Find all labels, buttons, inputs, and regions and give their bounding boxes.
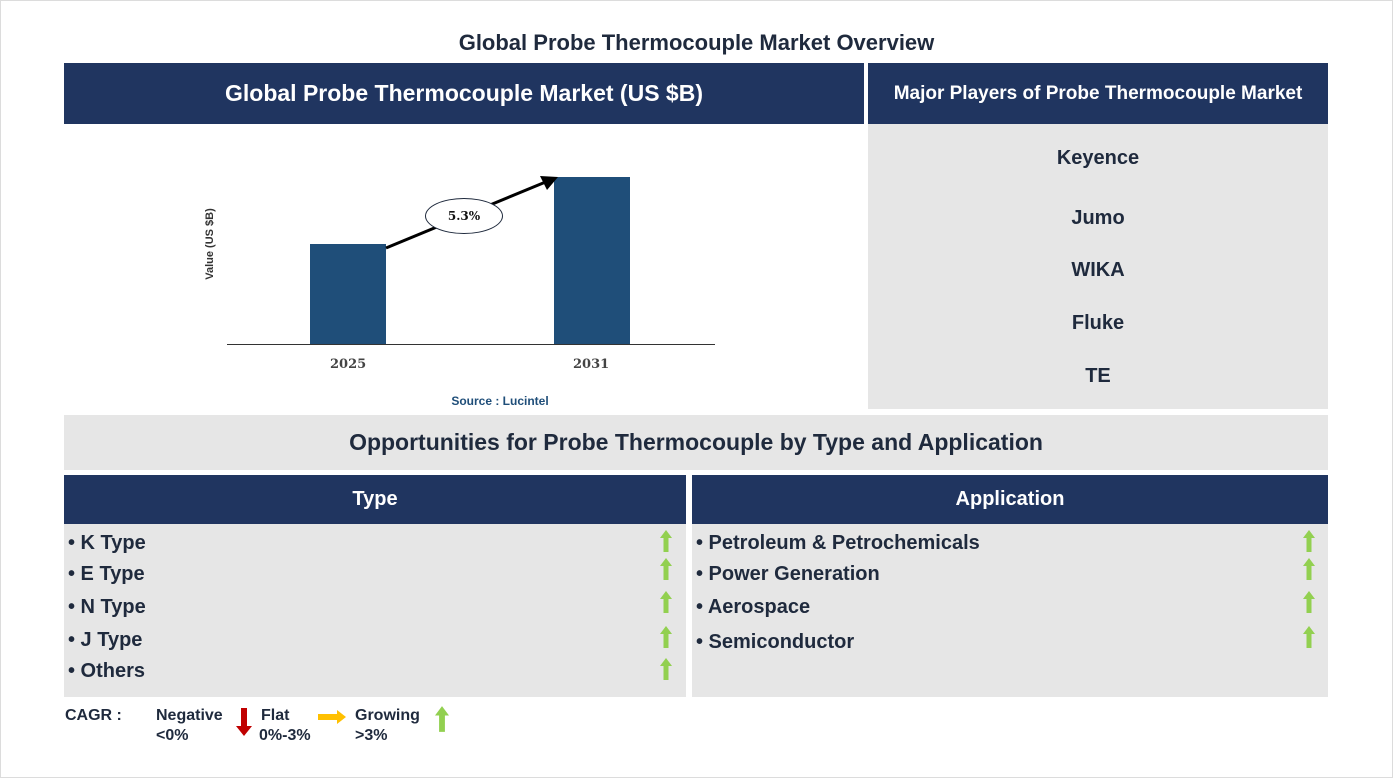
application-list: • Petroleum & Petrochemicals • Power Gen… — [692, 524, 1328, 697]
source-label: Source : Lucintel — [451, 394, 549, 408]
up-arrow-icon — [435, 706, 449, 732]
players-list: Keyence Jumo WIKA Fluke TE — [868, 124, 1328, 409]
up-arrow-icon — [1303, 626, 1315, 648]
up-arrow-icon — [1303, 591, 1315, 613]
opportunities-title: Opportunities for Probe Thermocouple by … — [64, 415, 1328, 470]
up-arrow-icon — [660, 626, 672, 648]
up-arrow-icon — [660, 530, 672, 552]
page-title: Global Probe Thermocouple Market Overvie… — [458, 30, 935, 55]
type-item: • N Type — [68, 596, 146, 618]
application-item: • Petroleum & Petrochemicals — [696, 532, 980, 554]
up-arrow-icon — [660, 591, 672, 613]
legend-growing-range: >3% — [355, 727, 388, 744]
bar-2031 — [554, 177, 630, 344]
type-header: Type — [64, 475, 686, 524]
type-item: • J Type — [68, 629, 143, 651]
x-tick-2025: 2025 — [330, 357, 367, 372]
player-item: Keyence — [1056, 147, 1140, 169]
market-panel-header: Global Probe Thermocouple Market (US $B) — [64, 63, 864, 124]
type-item: • Others — [68, 660, 146, 682]
application-item: • Aerospace — [696, 596, 811, 618]
players-panel-header: Major Players of Probe Thermocouple Mark… — [868, 63, 1328, 124]
legend-growing-name: Growing — [355, 707, 420, 724]
up-arrow-icon — [1303, 558, 1315, 580]
x-axis-line — [227, 344, 715, 345]
y-axis-label: Value (US $B) — [204, 208, 216, 280]
application-item: • Semiconductor — [696, 631, 855, 653]
legend-negative-range: <0% — [156, 727, 189, 744]
player-item: WIKA — [1071, 259, 1125, 281]
x-tick-2031: 2031 — [573, 357, 610, 372]
up-arrow-icon — [660, 558, 672, 580]
bar-2025 — [310, 244, 386, 344]
application-header: Application — [692, 475, 1328, 524]
legend-flat-name: Flat — [261, 707, 290, 724]
player-item: Jumo — [1071, 207, 1125, 229]
down-arrow-icon — [236, 708, 252, 736]
player-item: Fluke — [1071, 312, 1125, 334]
application-item: • Power Generation — [696, 563, 880, 585]
up-arrow-icon — [1303, 530, 1315, 552]
up-arrow-icon — [660, 658, 672, 680]
type-item: • E Type — [68, 563, 145, 585]
cagr-bubble: 5.3% — [425, 198, 503, 234]
legend-label: CAGR : — [65, 707, 122, 724]
type-item: • K Type — [68, 532, 146, 554]
legend-negative-name: Negative — [156, 707, 223, 724]
legend-flat-range: 0%-3% — [259, 727, 311, 744]
type-list: • K Type • E Type • N Type • J Type • Ot… — [64, 524, 686, 697]
player-item: TE — [1085, 365, 1111, 387]
right-arrow-icon — [318, 710, 346, 724]
